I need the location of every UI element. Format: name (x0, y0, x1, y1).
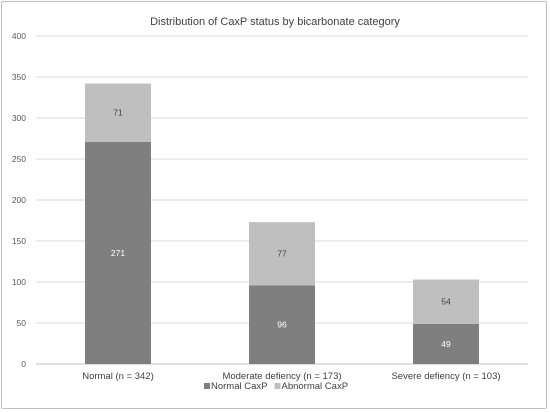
y-tick-label: 250 (12, 154, 26, 164)
bar-abnormal (249, 222, 315, 286)
data-labels: 271 71 96 77 49 54 (111, 108, 451, 349)
legend-swatch-normal (204, 383, 210, 389)
y-axis-ticks: 0 50 100 150 200 250 300 350 400 (12, 31, 26, 369)
x-axis-categories: Normal (n = 342) Moderate defiency (n = 1… (82, 371, 500, 382)
x-category-label: Normal (n = 342) (82, 371, 154, 382)
y-tick-label: 400 (12, 31, 26, 41)
data-label: 54 (441, 297, 451, 307)
legend-label-normal: Normal CaxP (211, 381, 268, 392)
data-label: 96 (277, 320, 287, 330)
chart-title: Distribution of CaxP status by bicarbona… (150, 16, 400, 28)
x-category-label: Severe defiency (n = 103) (391, 371, 500, 382)
bars (85, 83, 479, 364)
bar-abnormal (413, 279, 479, 324)
data-label: 271 (111, 248, 125, 258)
legend-swatch-abnormal (274, 383, 281, 389)
legend: Normal CaxP Abnormal CaxP (204, 381, 348, 392)
bar-normal (413, 323, 479, 364)
y-tick-label: 350 (12, 72, 26, 82)
y-tick-label: 100 (12, 277, 26, 287)
data-label: 49 (441, 339, 451, 349)
legend-label-abnormal: Abnormal CaxP (282, 381, 349, 392)
bar-normal (85, 141, 151, 364)
x-category-label: Moderate defiency (n = 173) (222, 371, 341, 382)
y-tick-label: 50 (17, 318, 27, 328)
y-tick-label: 0 (21, 359, 26, 369)
data-label: 77 (277, 249, 287, 259)
y-tick-label: 300 (12, 113, 26, 123)
data-label: 71 (113, 108, 123, 118)
y-tick-label: 150 (12, 236, 26, 246)
y-tick-label: 200 (12, 195, 26, 205)
bar-abnormal (85, 83, 151, 142)
bar-normal (249, 285, 315, 364)
